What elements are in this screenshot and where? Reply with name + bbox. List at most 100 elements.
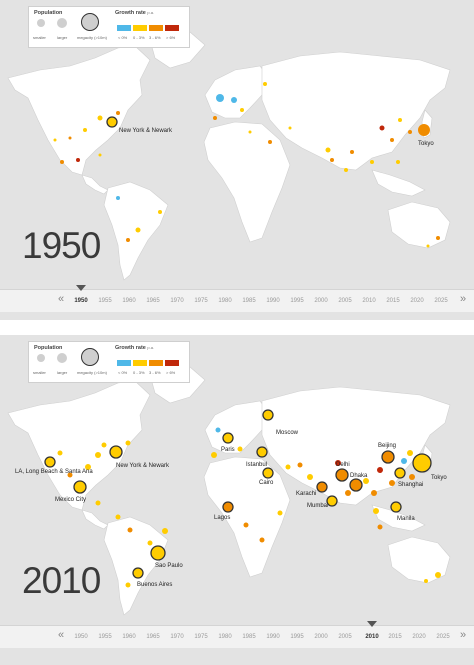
timeline-year-2005[interactable]: 2005 (338, 298, 352, 304)
timeline-year-1965[interactable]: 1965 (146, 298, 160, 304)
city-dot[interactable] (215, 427, 221, 433)
city-dot[interactable] (262, 409, 274, 421)
timeline-year-1975[interactable]: 1975 (194, 634, 208, 640)
city-dot[interactable] (243, 522, 249, 528)
timeline-year-2005[interactable]: 2005 (338, 634, 352, 640)
city-dot[interactable] (44, 456, 56, 468)
city-dot[interactable] (335, 468, 349, 482)
timeline-year-1990[interactable]: 1990 (266, 298, 280, 304)
timeline-year-1985[interactable]: 1985 (242, 298, 256, 304)
city-dot[interactable] (101, 442, 107, 448)
timeline-year-1970[interactable]: 1970 (170, 634, 184, 640)
timeline-year-2000[interactable]: 2000 (314, 634, 328, 640)
timeline-year-1975[interactable]: 1975 (194, 298, 208, 304)
timeline-year-1965[interactable]: 1965 (146, 634, 160, 640)
city-dot[interactable] (162, 528, 168, 534)
city-dot[interactable] (256, 446, 268, 458)
city-dot[interactable] (418, 124, 430, 136)
timeline-year-1955[interactable]: 1955 (98, 298, 112, 304)
city-dot[interactable] (158, 210, 162, 214)
city-dot[interactable] (396, 160, 400, 164)
city-dot[interactable] (344, 168, 348, 172)
city-dot[interactable] (398, 118, 402, 122)
city-dot[interactable] (240, 108, 244, 112)
timeline-year-1960[interactable]: 1960 (122, 634, 136, 640)
city-dot[interactable] (216, 94, 224, 102)
timeline-next-arrow[interactable]: » (460, 629, 467, 641)
city-dot[interactable] (85, 464, 91, 470)
timeline-year-1995[interactable]: 1995 (290, 634, 304, 640)
city-dot[interactable] (363, 478, 369, 484)
city-dot[interactable] (95, 500, 101, 506)
city-dot[interactable] (116, 196, 120, 200)
city-dot[interactable] (60, 160, 64, 164)
city-dot[interactable] (109, 445, 123, 459)
city-dot[interactable] (377, 467, 383, 473)
city-dot[interactable] (248, 130, 252, 134)
city-dot[interactable] (135, 227, 141, 233)
city-dot[interactable] (262, 467, 274, 479)
city-dot[interactable] (147, 540, 153, 546)
city-dot[interactable] (394, 467, 406, 479)
timeline-year-1960[interactable]: 1960 (122, 298, 136, 304)
city-dot[interactable] (268, 140, 272, 144)
city-dot[interactable] (408, 130, 412, 134)
city-dot[interactable] (115, 514, 121, 520)
timeline-year-2015[interactable]: 2015 (386, 298, 400, 304)
timeline-year-2000[interactable]: 2000 (314, 298, 328, 304)
city-dot[interactable] (288, 126, 292, 130)
timeline-year-1995[interactable]: 1995 (290, 298, 304, 304)
city-dot[interactable] (316, 481, 328, 493)
city-dot[interactable] (426, 244, 430, 248)
city-dot[interactable] (409, 474, 415, 480)
city-dot[interactable] (68, 136, 72, 140)
city-dot[interactable] (126, 238, 130, 242)
city-dot[interactable] (259, 537, 265, 543)
city-dot[interactable] (436, 236, 440, 240)
city-dot[interactable] (401, 458, 407, 464)
city-dot[interactable] (373, 508, 379, 514)
city-dot[interactable] (377, 524, 383, 530)
city-dot[interactable] (330, 158, 334, 162)
city-dot[interactable] (381, 450, 395, 464)
city-dot[interactable] (345, 490, 351, 496)
timeline-prev-arrow[interactable]: « (58, 293, 65, 305)
city-dot[interactable] (125, 440, 131, 446)
city-dot[interactable] (307, 474, 313, 480)
city-dot[interactable] (237, 446, 243, 452)
timeline-marker[interactable] (367, 621, 377, 627)
city-dot[interactable] (97, 115, 103, 121)
city-dot[interactable] (349, 478, 363, 492)
city-dot[interactable] (83, 128, 87, 132)
city-dot[interactable] (424, 579, 428, 583)
city-dot[interactable] (57, 450, 63, 456)
timeline-year-2020[interactable]: 2020 (412, 634, 426, 640)
timeline-year-2025[interactable]: 2025 (436, 634, 450, 640)
city-dot[interactable] (213, 116, 217, 120)
timeline-year-2025[interactable]: 2025 (434, 298, 448, 304)
city-dot[interactable] (132, 567, 144, 579)
timeline-year-2015[interactable]: 2015 (388, 634, 402, 640)
city-dot[interactable] (325, 147, 331, 153)
city-dot[interactable] (335, 460, 341, 466)
city-dot[interactable] (98, 153, 102, 157)
city-dot[interactable] (150, 545, 166, 561)
city-dot[interactable] (407, 450, 413, 456)
city-dot[interactable] (231, 97, 237, 103)
city-dot[interactable] (412, 453, 432, 473)
city-dot[interactable] (371, 490, 377, 496)
timeline-marker[interactable] (76, 285, 86, 291)
city-dot[interactable] (263, 82, 267, 86)
timeline-year-1970[interactable]: 1970 (170, 298, 184, 304)
timeline-year-2020[interactable]: 2020 (410, 298, 424, 304)
timeline-year-1950[interactable]: 1950 (74, 634, 88, 640)
timeline-year-1980[interactable]: 1980 (218, 298, 232, 304)
city-dot[interactable] (76, 158, 80, 162)
city-dot[interactable] (127, 527, 133, 533)
city-dot[interactable] (277, 510, 283, 516)
city-dot[interactable] (116, 111, 120, 115)
city-dot[interactable] (390, 138, 394, 142)
timeline-year-1955[interactable]: 1955 (98, 634, 112, 640)
city-dot[interactable] (297, 462, 303, 468)
timeline-year-2010[interactable]: 2010 (365, 634, 379, 640)
